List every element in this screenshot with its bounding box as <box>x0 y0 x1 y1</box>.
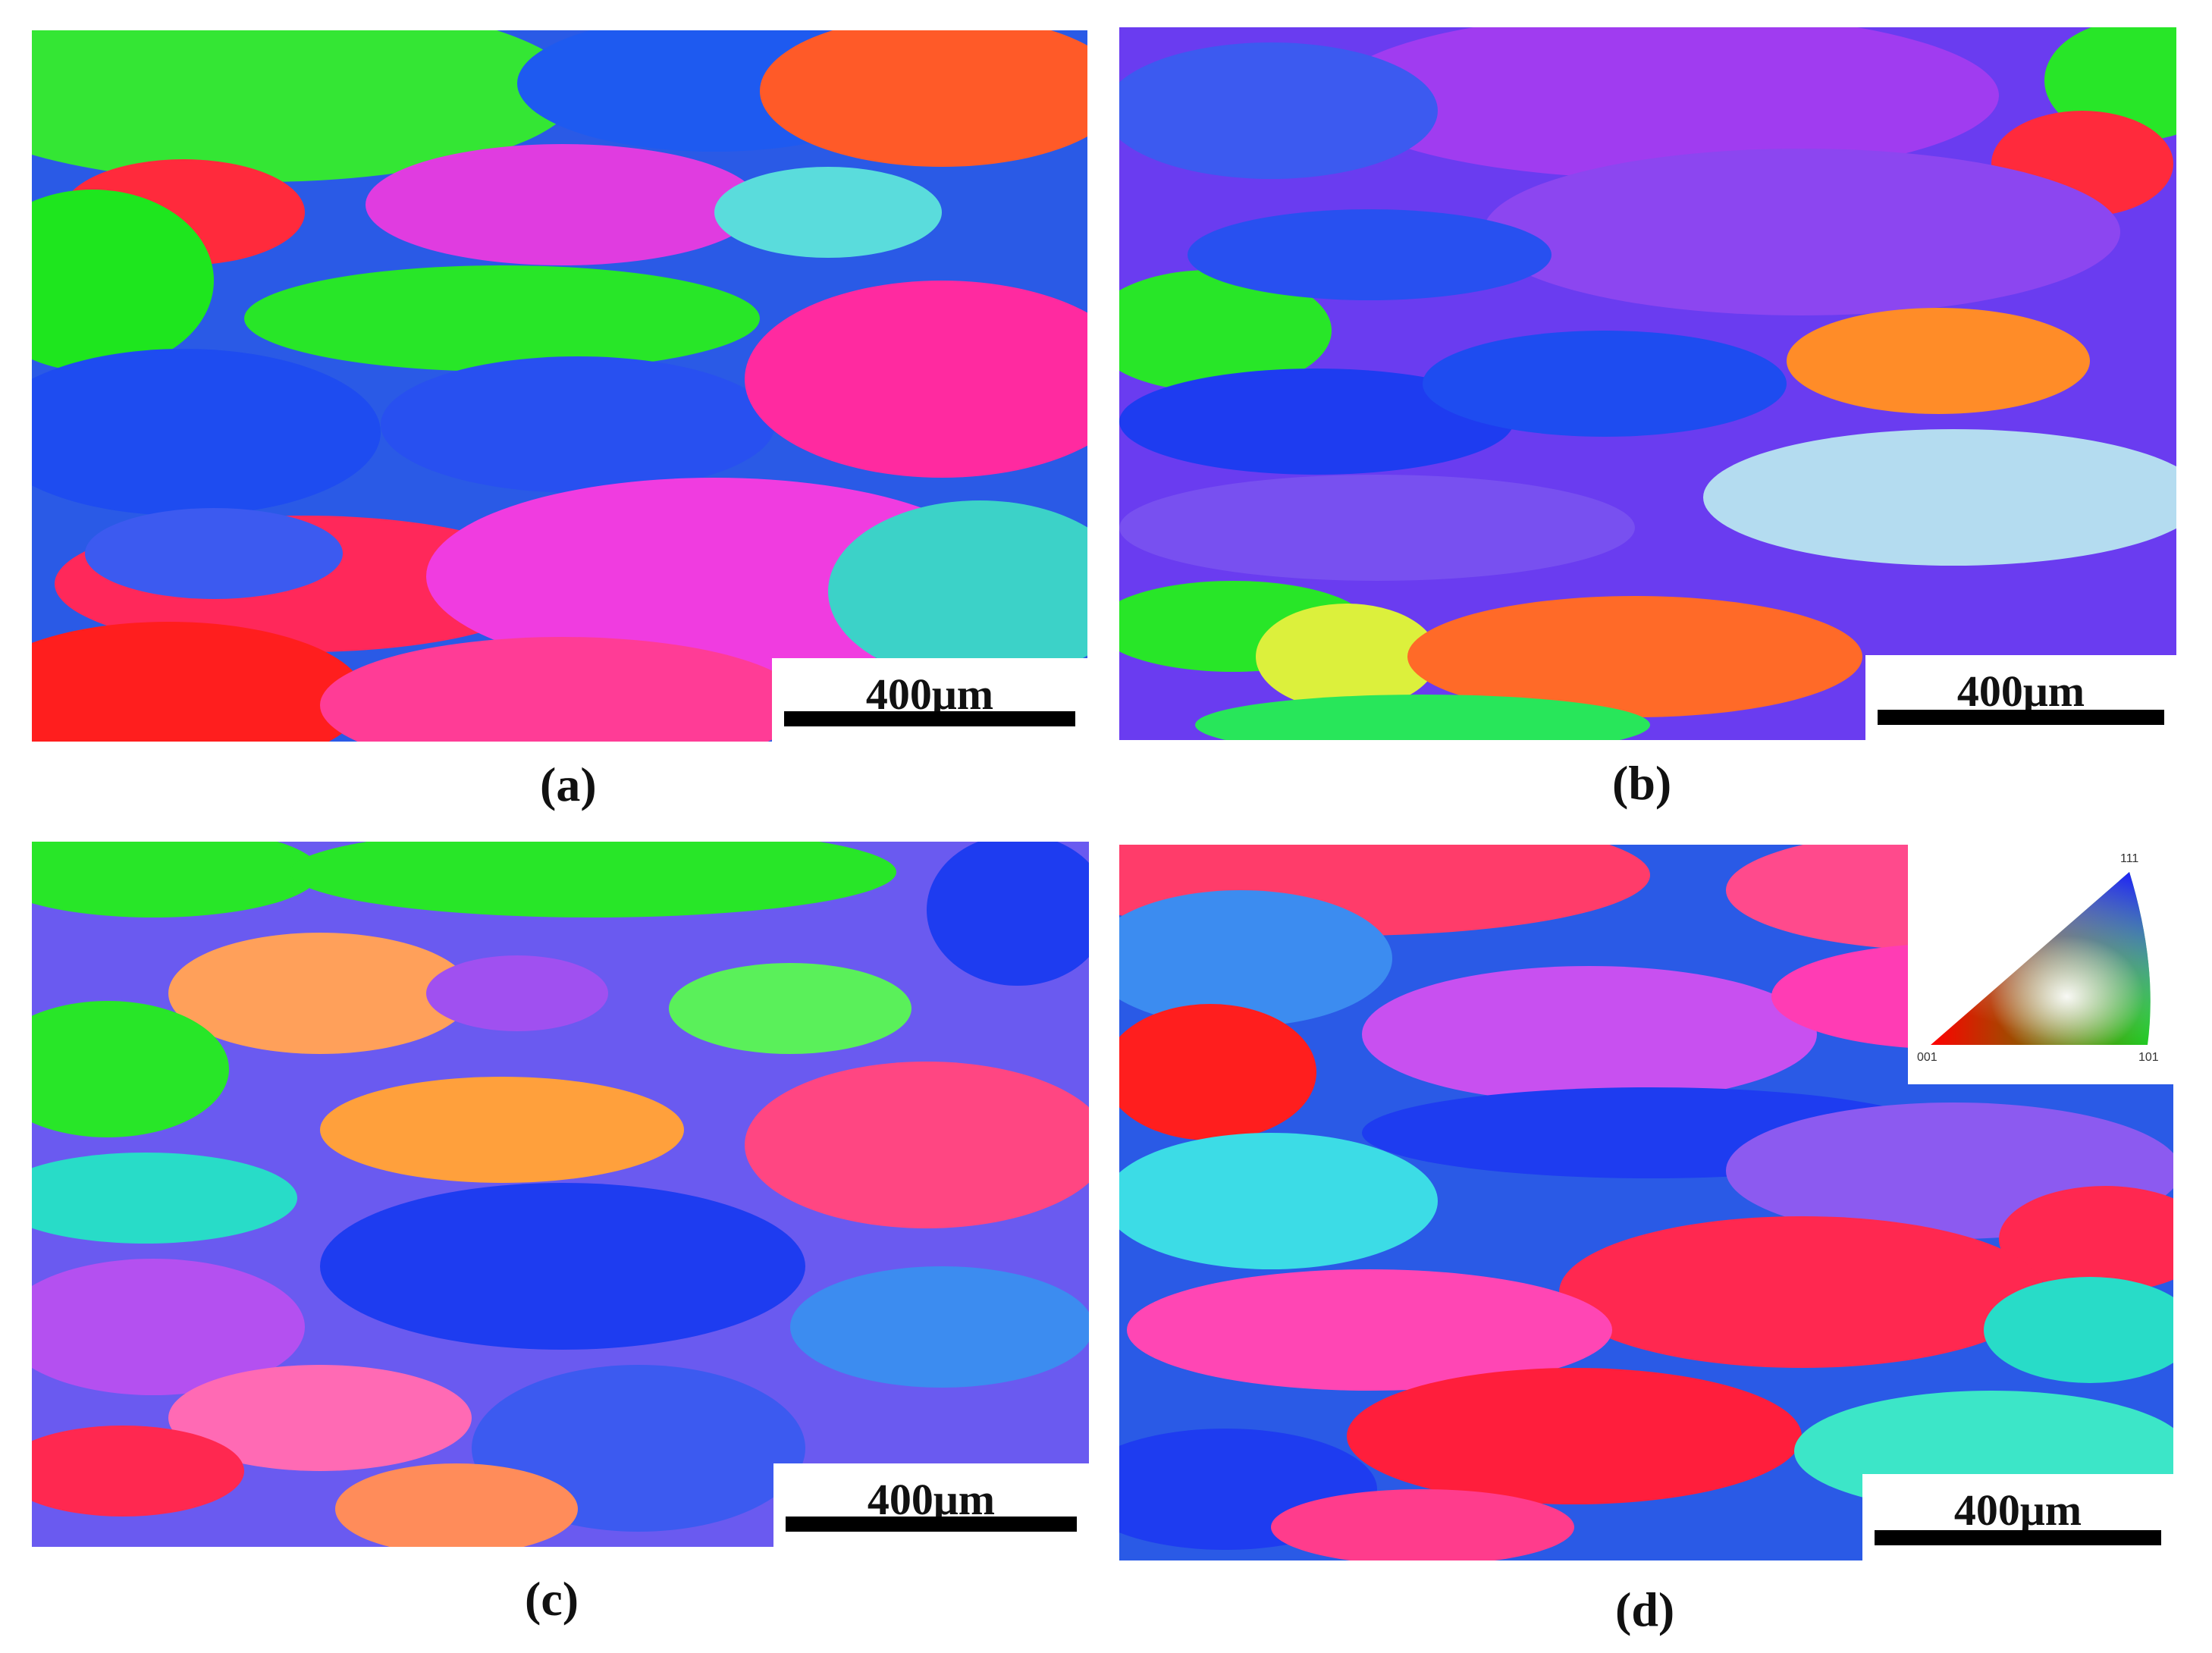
scale-bar-d <box>1875 1530 2161 1545</box>
ebsd-map-a: 400μm <box>32 30 1087 742</box>
legend-001: 001 <box>1917 1051 1937 1064</box>
scale-bar-a <box>784 711 1075 726</box>
ebsd-map-c: 400μm <box>32 842 1089 1547</box>
scale-bar-label-b: 400μm <box>1956 667 2085 716</box>
ebsd-map-d: 400μm 111 001 <box>1119 845 2173 1560</box>
scale-bar-box-d: 400μm <box>1862 1474 2173 1560</box>
scale-bar-label-d: 400μm <box>1953 1485 2082 1535</box>
scale-bar-box-a: 400μm <box>772 658 1087 742</box>
panel-label-c: (c) <box>525 1572 579 1626</box>
panel-label-b: (b) <box>1612 756 1672 810</box>
legend-111: 111 <box>2120 852 2139 865</box>
orientation-map-b <box>1119 27 2176 740</box>
scale-bar-box-c: 400μm <box>773 1463 1089 1547</box>
legend-101: 101 <box>2138 1051 2159 1064</box>
scale-bar-b <box>1878 710 2164 725</box>
panel-label-a: (a) <box>540 757 597 811</box>
scale-bar-c <box>786 1517 1077 1532</box>
scale-bar-label-a: 400μm <box>865 670 994 719</box>
scale-bar-box-b: 400μm <box>1865 655 2176 740</box>
ipf-legend: 111 001 101 <box>1908 845 2173 1084</box>
panel-label-d: (d) <box>1615 1582 1675 1636</box>
orientation-map-c <box>32 842 1089 1547</box>
scale-bar-label-c: 400μm <box>867 1475 996 1524</box>
ebsd-map-b: 400μm <box>1119 27 2176 740</box>
orientation-map-a <box>32 30 1087 742</box>
ipf-triangle-icon <box>1931 872 2151 1045</box>
